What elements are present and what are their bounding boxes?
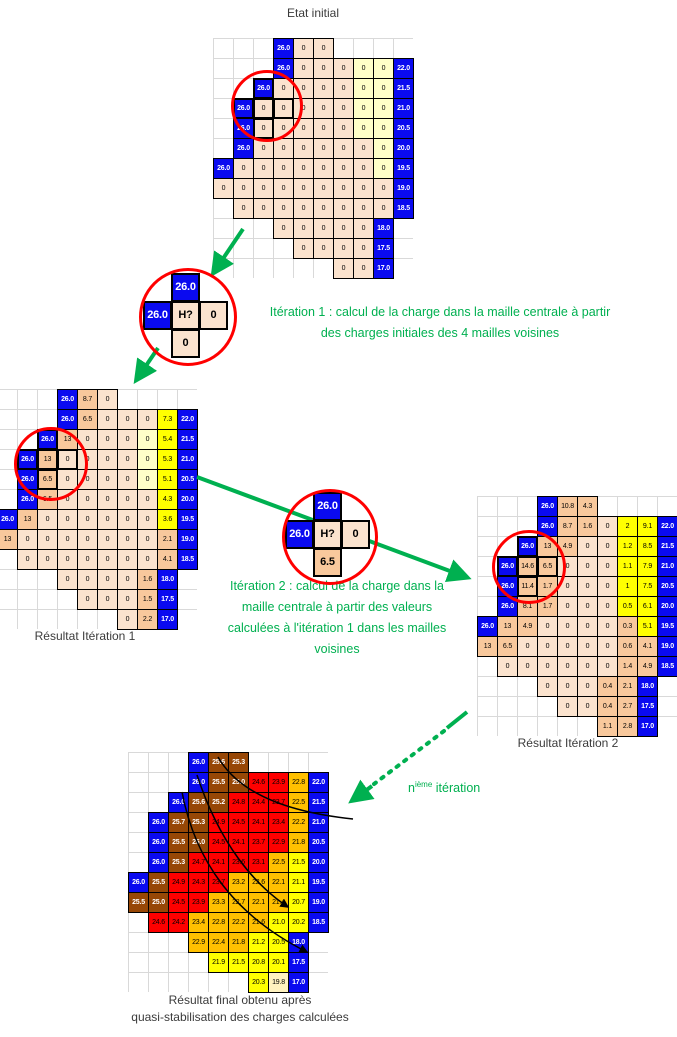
cell: 11.4 — [517, 576, 538, 597]
title-etat-initial: Etat initial — [286, 6, 340, 20]
cell: 0 — [253, 98, 274, 119]
note2-line2: maille centrale à partir des valeurs — [241, 600, 433, 614]
cell: 26.0 — [285, 520, 314, 549]
cell: 26.0 — [313, 492, 342, 521]
cell: 6.5 — [313, 548, 342, 577]
cell: H? — [171, 301, 200, 330]
note-nth-iteration: nième itération — [408, 774, 558, 799]
cell: 18.0 — [637, 676, 658, 697]
grid-etat-initial: 26.0 0 0 26.0 0 0 0 0 0 22.0 26.0 0 0 0 0 0 0 21.5 26.0 0 0 0… — [213, 38, 414, 279]
note2-line4: voisines — [314, 642, 360, 656]
cell: 1.1 — [597, 716, 618, 737]
cell: 26.0 — [37, 429, 58, 450]
note-n-base: n — [408, 781, 415, 796]
cell: 17.0 — [637, 716, 658, 737]
label-resultat-iteration-1: Résultat Itération 1 — [34, 629, 136, 643]
cell: 26.0 — [143, 301, 172, 330]
flow-contour-lines — [181, 756, 354, 953]
cell: 17.0 — [288, 972, 309, 993]
cell: 21.0 — [393, 98, 414, 119]
note-n-sup: ième — [414, 780, 433, 789]
cell: 26.0 — [233, 98, 254, 119]
cell: 26.0 — [17, 449, 38, 470]
cell: 19.0 — [393, 178, 414, 199]
cell: 26.0 — [517, 536, 538, 557]
note1-line2: des charges initiales des 4 mailles vois… — [320, 326, 560, 340]
cell: 0 — [341, 520, 370, 549]
cell: 0 — [171, 329, 200, 358]
cell: 18.5 — [657, 656, 677, 677]
grid-resultat-final: 26.0 25.6 25.3 26.0 25.5 25.0 24.6 23.9 22.8 22.0… — [128, 752, 329, 993]
cell: 0 — [57, 449, 78, 470]
cell: 0 — [293, 238, 314, 259]
cell: 25.3 — [228, 752, 249, 773]
label-final-line2: quasi-stabilisation des charges calculée… — [131, 1010, 349, 1024]
note1-line1: Itération 1 : calcul de la charge dans l… — [269, 305, 611, 319]
cell: 0 — [517, 656, 538, 677]
grid-resultat-iteration-1: 26.0 8.7 0 26.0 6.5 0 0 0 7.3 22.0 26.0 13 0 0 0 0 5.4 21… — [0, 389, 198, 630]
green-dotted-arrow-nth-iteration — [348, 710, 469, 804]
cell: 17.0 — [373, 258, 394, 279]
cell: 0 — [273, 98, 294, 119]
cell: 26.0 — [253, 78, 274, 99]
note2-line3: calculées à l'itération 1 dans les maill… — [227, 621, 447, 635]
grid-resultat-iteration-2: 26.0 10.8 4.3 26.0 8.7 1.6 0 2 9.1 22.0 26.0 13 4.9 0… — [477, 496, 677, 737]
cell: 26.0 — [171, 273, 200, 302]
cell: 17.0 — [157, 609, 178, 630]
cell: 18.5 — [177, 549, 198, 570]
cell: 18.5 — [308, 912, 329, 933]
inset-stencil-iteration-2: 26.0 26.0 H? 0 6.5 — [285, 492, 370, 577]
note-n-rest: itération — [432, 781, 481, 796]
label-resultat-iteration-2: Résultat Itération 2 — [517, 736, 619, 750]
cell: 13 — [37, 449, 58, 470]
green-arrow-grid1-to-inset1 — [210, 227, 245, 277]
cell: H? — [313, 520, 342, 549]
cell: 18.5 — [393, 198, 414, 219]
cell: 20.0 — [177, 489, 198, 510]
cell: 0 — [253, 118, 274, 139]
inset-stencil-iteration-1: 26.0 26.0 H? 0 0 — [143, 273, 228, 358]
note-iteration-1: Itération 1 : calcul de la charge dans l… — [250, 302, 630, 344]
cell: 6.5 — [537, 556, 558, 577]
cell: 0 — [57, 569, 78, 590]
label-final-line1: Résultat final obtenu après — [168, 993, 312, 1007]
cell: 17.5 — [637, 696, 658, 717]
cell: 6.5 — [37, 469, 58, 490]
cell: 21.5 — [177, 429, 198, 450]
cell: 0 — [199, 301, 228, 330]
cell: 14.6 — [517, 556, 538, 577]
label-resultat-final: Résultat final obtenu après quasi-stabil… — [90, 992, 390, 1026]
cell: 26.0 — [497, 556, 518, 577]
